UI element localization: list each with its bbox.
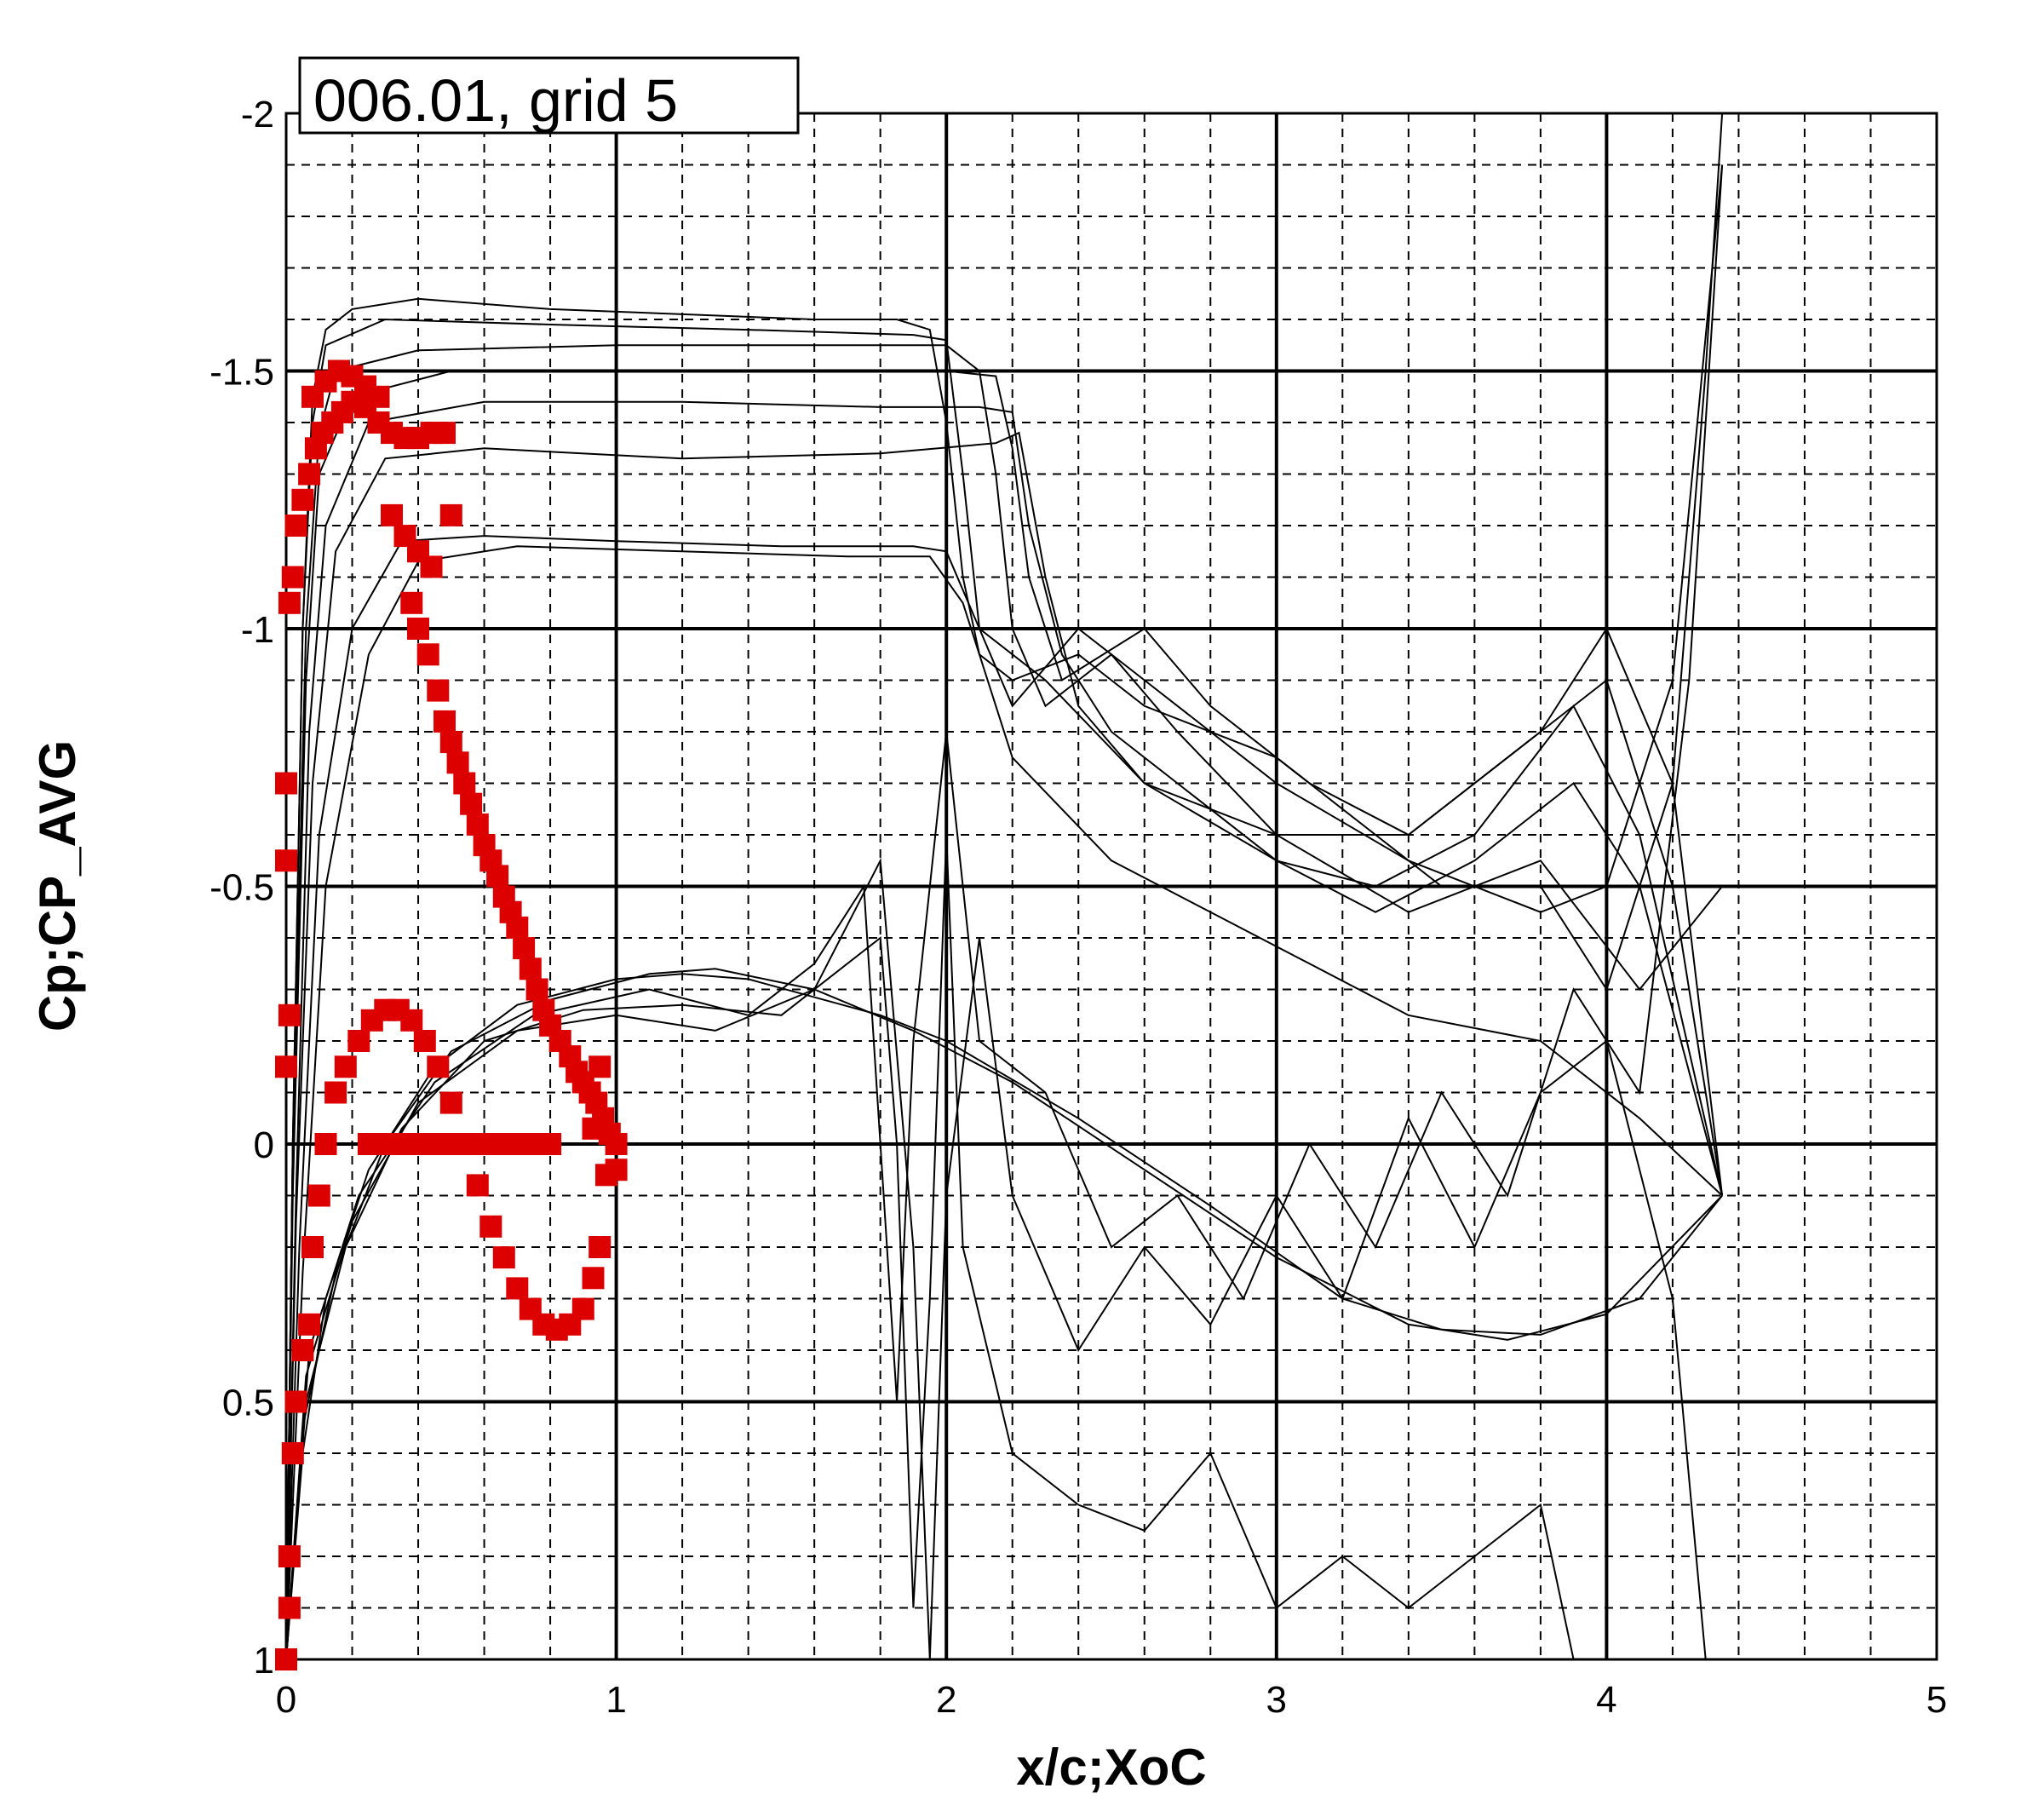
cfd-line xyxy=(286,545,1723,1659)
exp-point xyxy=(571,1297,594,1320)
exp-point xyxy=(460,792,483,815)
exp-point xyxy=(433,422,456,445)
cfd-line xyxy=(286,834,1575,1659)
x-tick-label: 1 xyxy=(606,1679,626,1721)
exp-point xyxy=(427,679,450,702)
exp-point xyxy=(582,1267,605,1290)
exp-point xyxy=(466,813,489,836)
exp-point xyxy=(439,1091,462,1114)
exp-point xyxy=(347,1030,370,1052)
cfd-line xyxy=(286,400,1724,1659)
exp-point xyxy=(301,1236,324,1258)
exp-point xyxy=(400,1009,423,1032)
exp-point xyxy=(582,1117,605,1140)
exp-point xyxy=(446,751,469,774)
y-tick-label: -0.5 xyxy=(210,867,274,909)
y-tick-label: -1 xyxy=(241,609,274,651)
cfd-line xyxy=(286,370,1724,1659)
exp-point xyxy=(334,1055,357,1078)
exp-point xyxy=(291,488,314,511)
y-tick-label: 1 xyxy=(254,1640,274,1682)
exp-point xyxy=(281,1442,304,1464)
exp-point xyxy=(506,1277,529,1300)
x-tick-label: 0 xyxy=(276,1679,296,1721)
exp-point xyxy=(298,1313,321,1336)
x-tick-label: 4 xyxy=(1596,1679,1616,1721)
exp-point xyxy=(298,463,321,486)
exp-point xyxy=(595,1164,617,1187)
exp-point xyxy=(479,1215,502,1238)
exp-point xyxy=(284,1390,307,1413)
x-tick-label: 5 xyxy=(1926,1679,1947,1721)
exp-point xyxy=(291,1339,314,1361)
title-box: 006.01, grid 5 xyxy=(298,56,800,135)
exp-point xyxy=(278,1003,301,1026)
exp-point xyxy=(281,566,304,589)
y-tick-labels: -2 -1.5 -1 -0.5 0 0.5 1 xyxy=(210,94,274,1682)
exp-point xyxy=(433,710,456,733)
exp-point xyxy=(539,1133,562,1155)
experimental-markers xyxy=(275,359,628,1670)
exp-point xyxy=(519,957,542,980)
y-tick-label: 0.5 xyxy=(222,1383,274,1424)
exp-point xyxy=(525,978,548,1001)
exp-point xyxy=(275,1648,297,1670)
cfd-line xyxy=(286,535,1724,1659)
exp-point xyxy=(420,555,443,578)
plot-frame xyxy=(284,112,1938,1661)
major-gridlines xyxy=(286,113,1937,1659)
exp-point xyxy=(275,849,297,872)
x-tick-label: 3 xyxy=(1266,1679,1287,1721)
x-tick-labels: 0 1 2 3 4 5 xyxy=(276,1679,1947,1721)
exp-point xyxy=(307,1184,330,1207)
exp-point xyxy=(589,1055,611,1078)
exp-point xyxy=(513,937,536,960)
exp-point xyxy=(427,1055,450,1078)
exp-point xyxy=(466,1174,489,1197)
cfd-line xyxy=(286,113,1724,1659)
y-axis-title: Cp;CP_AVG xyxy=(29,740,86,1032)
exp-point xyxy=(324,1081,347,1104)
y-tick-label: -1.5 xyxy=(210,352,274,394)
x-axis-title: x/c;XoC xyxy=(1016,1739,1206,1796)
exp-point xyxy=(413,1030,436,1052)
exp-point xyxy=(400,591,423,614)
exp-point xyxy=(439,731,462,754)
chart-title: 006.01, grid 5 xyxy=(313,67,678,134)
exp-point xyxy=(275,772,297,795)
exp-point xyxy=(278,591,301,614)
exp-point xyxy=(381,503,403,526)
exp-point xyxy=(278,1596,301,1619)
exp-point xyxy=(439,503,462,526)
exp-point xyxy=(367,385,390,408)
exp-point xyxy=(605,1133,628,1155)
exp-point xyxy=(453,772,476,795)
exp-point xyxy=(284,515,307,537)
y-tick-label: -2 xyxy=(241,94,274,135)
exp-point xyxy=(275,1055,297,1078)
exp-point xyxy=(407,618,429,640)
x-tick-label: 2 xyxy=(936,1679,956,1721)
cfd-line xyxy=(286,344,1723,1659)
exp-point xyxy=(492,1246,515,1269)
exp-point xyxy=(506,916,529,939)
exp-point xyxy=(278,1545,301,1567)
y-tick-label: 0 xyxy=(254,1124,274,1166)
exp-point xyxy=(416,643,439,666)
cfd-line xyxy=(286,431,1724,1659)
exp-point xyxy=(589,1236,611,1258)
cfd-line xyxy=(286,857,1707,1659)
exp-point xyxy=(486,865,509,888)
exp-point xyxy=(314,1133,337,1155)
